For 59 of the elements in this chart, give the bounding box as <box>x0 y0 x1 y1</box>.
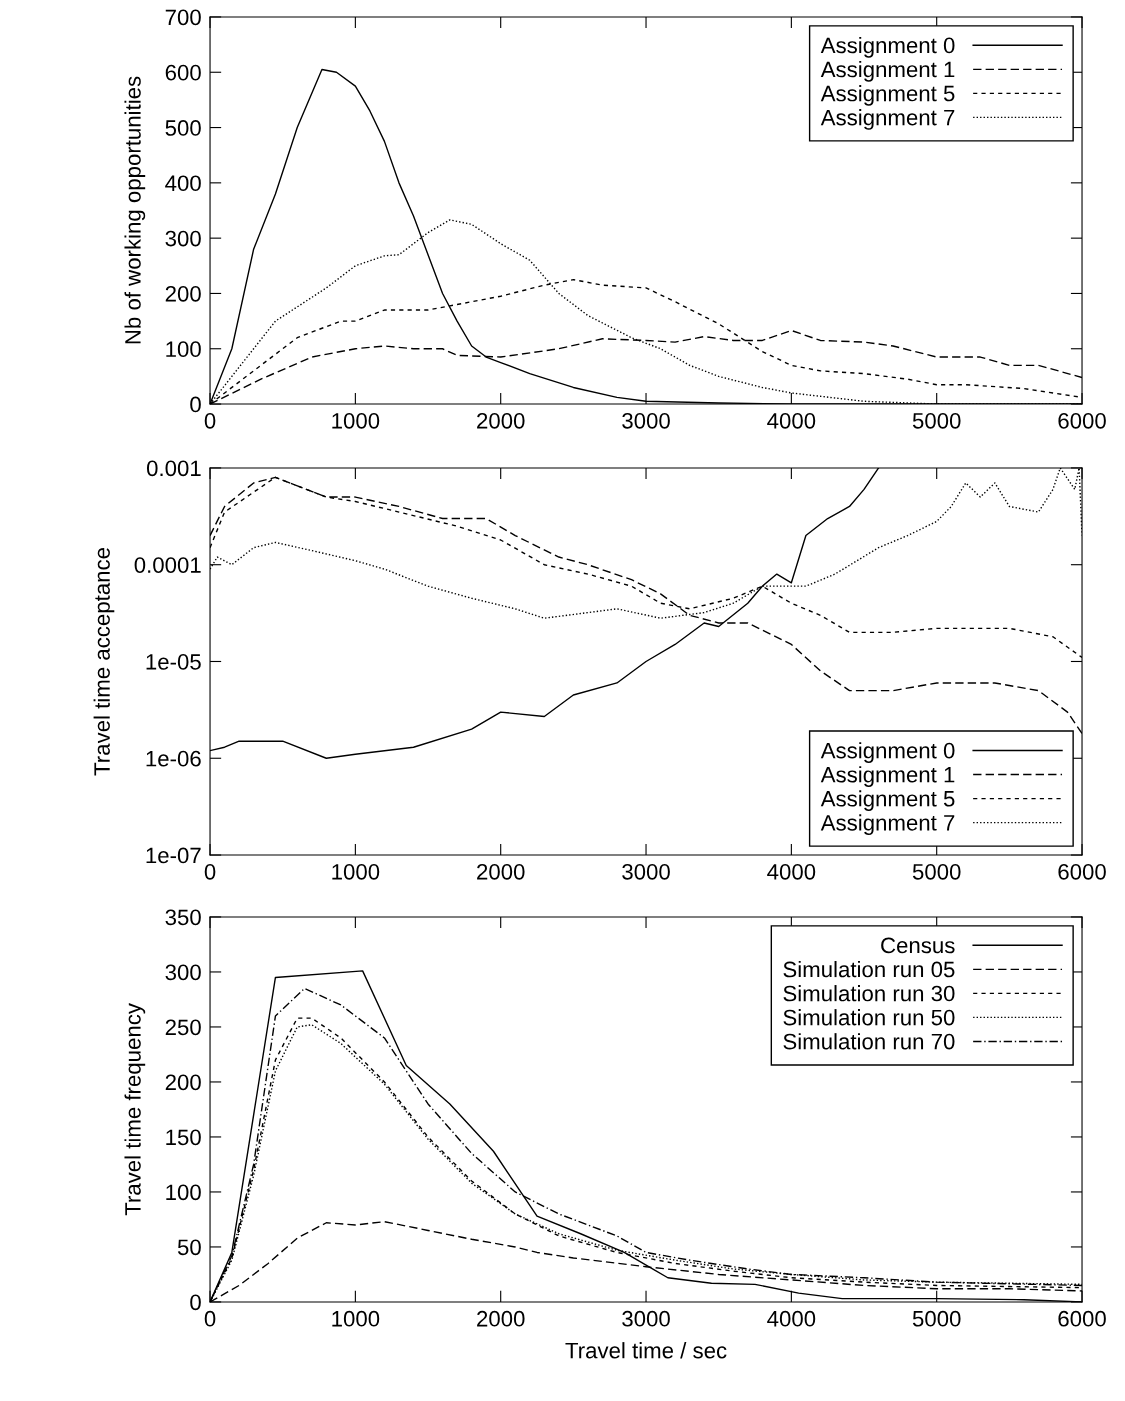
y-tick-label: 300 <box>165 964 201 981</box>
x-tick-label: 4000 <box>767 1310 816 1327</box>
x-tick-label: 0 <box>204 1310 216 1327</box>
y-axis-title: Nb of working opportunities <box>124 76 146 344</box>
x-tick-label: 5000 <box>912 1310 961 1327</box>
x-tick-label: 5000 <box>912 412 961 429</box>
y-tick-label: 250 <box>165 1019 201 1036</box>
legend-label: Simulation run 70 <box>783 1033 955 1050</box>
legend-label: Assignment 7 <box>820 109 955 130</box>
legend-label: Simulation run 30 <box>783 985 955 1002</box>
x-tick-label: 0 <box>204 412 216 429</box>
x-tick-label: 3000 <box>622 1310 670 1327</box>
y-tick-label: 300 <box>165 230 201 247</box>
x-tick-label: 4000 <box>767 863 816 880</box>
y-tick-label: 350 <box>165 909 201 926</box>
y-tick-label: 0.001 <box>146 460 201 477</box>
y-tick-label: 100 <box>166 341 201 358</box>
y-tick-label: 500 <box>165 120 201 136</box>
legend-label: Assignment 1 <box>820 61 955 82</box>
x-tick-label: 6000 <box>1058 1310 1106 1327</box>
y-tick-label: 1e-06 <box>146 750 201 767</box>
y-tick-label: 0.0001 <box>134 557 201 573</box>
x-tick-label: 2000 <box>477 412 525 429</box>
y-tick-label: 400 <box>165 175 201 192</box>
y-tick-label: 200 <box>165 1074 201 1091</box>
y-tick-label: 700 <box>165 9 201 26</box>
x-tick-label: 1000 <box>332 1310 380 1327</box>
x-tick-label: 3000 <box>622 863 670 880</box>
x-tick-label: 3000 <box>622 412 670 429</box>
x-axis-title: Travel time / sec <box>565 1342 727 1359</box>
y-tick-label: 600 <box>165 64 201 81</box>
y-tick-label: 0 <box>190 1294 201 1311</box>
y-tick-label: 150 <box>166 1129 201 1146</box>
x-tick-label: 1000 <box>332 412 380 429</box>
y-tick-label: 200 <box>165 285 201 302</box>
y-tick-label: 50 <box>177 1239 201 1256</box>
legend-label: Simulation run 05 <box>783 961 955 978</box>
legend-label: Assignment 5 <box>820 790 955 811</box>
y-axis-title: Travel time acceptance <box>93 548 115 776</box>
y-tick-label: 100 <box>166 1184 201 1201</box>
legend-label: Assignment 0 <box>820 742 955 763</box>
legend-label: Assignment 7 <box>820 814 955 836</box>
y-tick-label: 0 <box>190 396 201 413</box>
x-tick-label: 6000 <box>1058 863 1106 880</box>
y-tick-label: 1e-07 <box>146 847 201 864</box>
x-tick-label: 2000 <box>477 863 525 880</box>
y-tick-label: 1e-05 <box>146 654 201 670</box>
legend-label: Assignment 0 <box>820 36 955 58</box>
x-tick-label: 2000 <box>477 1310 525 1327</box>
x-tick-label: 1000 <box>332 863 380 880</box>
x-tick-label: 6000 <box>1058 412 1106 429</box>
x-tick-label: 0 <box>204 863 216 880</box>
legend-label: Census <box>881 937 955 954</box>
y-axis-title: Travel time frequency <box>124 1003 146 1216</box>
legend-label: Assignment 5 <box>820 85 955 106</box>
x-tick-label: 4000 <box>767 412 816 429</box>
legend-label: Assignment 1 <box>820 766 955 787</box>
x-tick-label: 5000 <box>912 863 961 880</box>
legend-label: Simulation run 50 <box>783 1009 955 1026</box>
